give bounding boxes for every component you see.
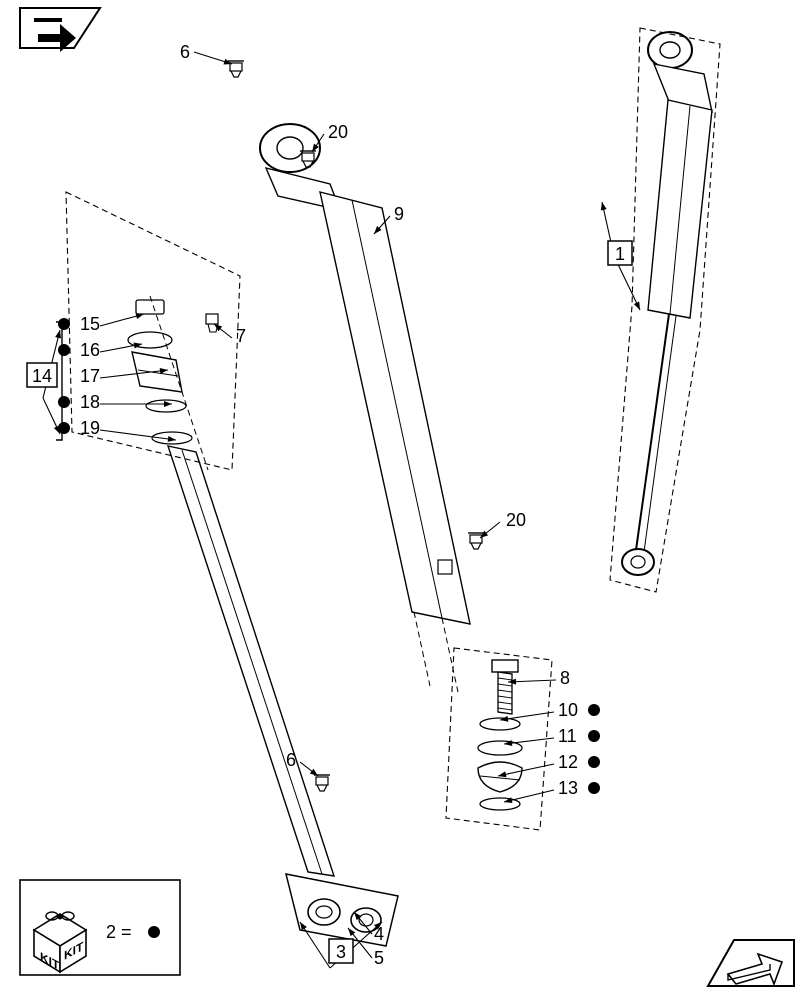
- kit-equals-text: 2 =: [106, 922, 132, 942]
- callout-text: 14: [32, 366, 52, 386]
- callout-12: 12: [558, 752, 600, 772]
- callout-1: 1: [608, 241, 632, 265]
- callout-text: 19: [80, 418, 100, 438]
- piston-hardware: [446, 648, 552, 830]
- assembled-cylinder: [610, 28, 720, 592]
- callout-text: 1: [615, 244, 625, 264]
- callout-text: 20: [506, 510, 526, 530]
- callout-3: 3: [329, 939, 353, 963]
- callout-18: 18: [58, 392, 100, 412]
- nav-icon-top: [20, 8, 100, 52]
- callout-6: 6: [286, 750, 296, 770]
- callout-10: 10: [558, 700, 600, 720]
- callout-text: 6: [286, 750, 296, 770]
- callout-8: 8: [560, 668, 570, 688]
- callout-text: 17: [80, 366, 100, 386]
- callout-15: 15: [58, 314, 100, 334]
- callout-4: 4: [374, 924, 384, 944]
- callout-text: 11: [558, 726, 577, 746]
- callout-7: 7: [236, 326, 246, 346]
- callout-text: 8: [560, 668, 570, 688]
- callout-text: 13: [558, 778, 578, 798]
- callout-text: 7: [236, 326, 246, 346]
- callout-17: 17: [80, 366, 100, 386]
- callout-text: 10: [558, 700, 578, 720]
- callout-6: 6: [180, 42, 190, 62]
- callout-text: 5: [374, 948, 384, 968]
- callout-text: 3: [336, 942, 346, 962]
- callout-16: 16: [58, 340, 100, 360]
- callout-11: 11: [558, 726, 600, 746]
- exploded-view: [66, 28, 720, 946]
- callout-5: 5: [374, 948, 384, 968]
- callout-text: 6: [180, 42, 190, 62]
- callout-text: 16: [80, 340, 100, 360]
- callout-text: 15: [80, 314, 100, 334]
- leader-lines: [43, 52, 640, 968]
- callout-text: 20: [328, 122, 348, 142]
- callout-20: 20: [506, 510, 526, 530]
- callout-13: 13: [558, 778, 600, 798]
- callout-19: 19: [58, 418, 100, 438]
- nav-icon-bottom: [708, 940, 794, 986]
- callout-text: 4: [374, 924, 384, 944]
- callout-20: 20: [328, 122, 348, 142]
- kit-legend-box: KITKIT2 =: [20, 880, 180, 975]
- callout-text: 12: [558, 752, 578, 772]
- callout-text: 9: [394, 204, 404, 224]
- callout-14: 14: [27, 363, 57, 387]
- callout-9: 9: [394, 204, 404, 224]
- callout-labels: 134566789101112131415161718192020: [27, 42, 632, 968]
- callout-text: 18: [80, 392, 100, 412]
